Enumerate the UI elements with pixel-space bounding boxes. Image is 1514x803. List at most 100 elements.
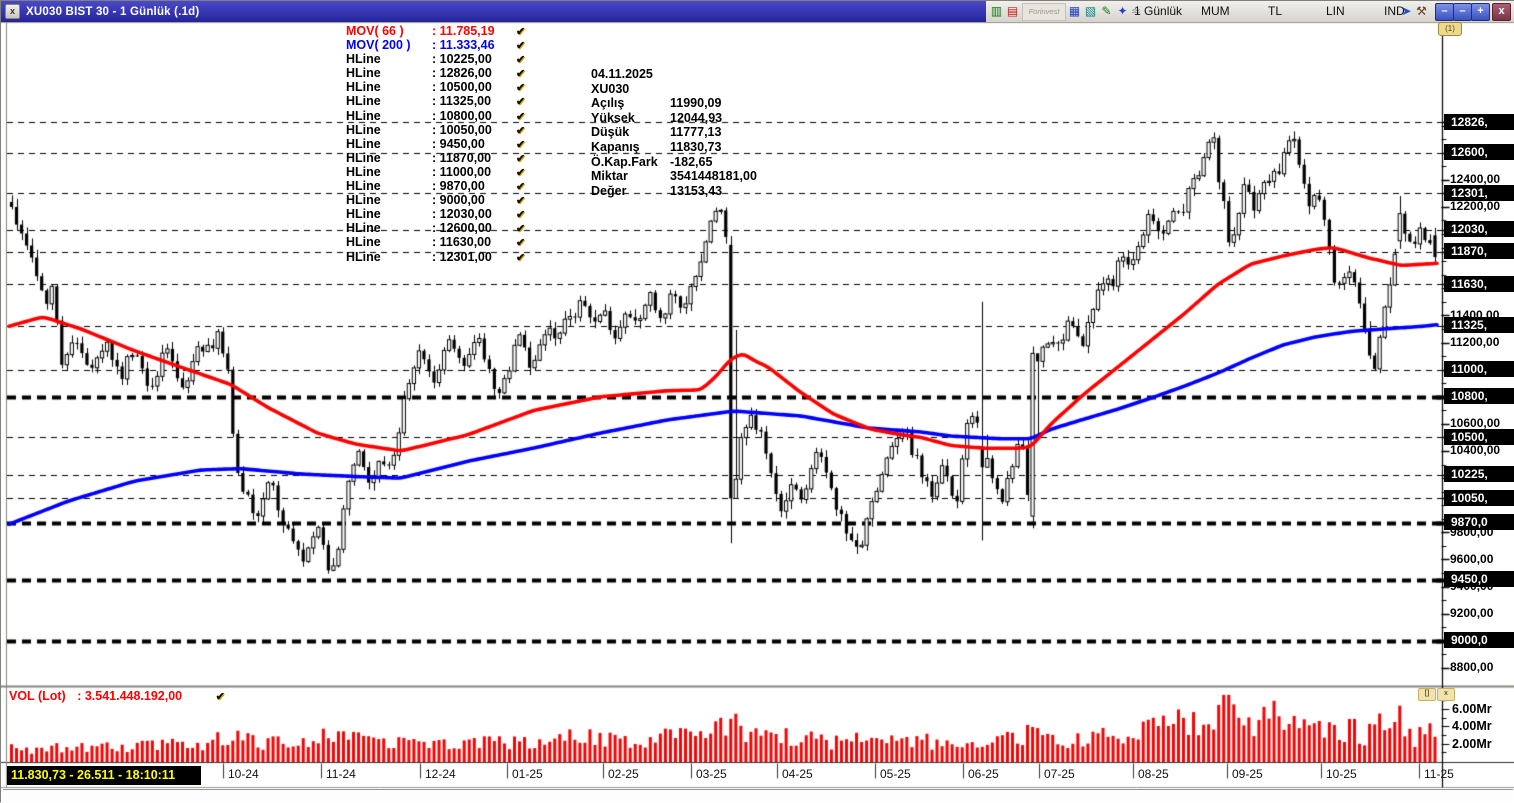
legend-label: MOV( 200 ): [346, 38, 411, 53]
legend-value: : 11870,00: [432, 150, 492, 165]
legend-label: HLine: [346, 193, 381, 208]
horizontal-scrollbar[interactable]: [3, 789, 1513, 802]
legend-row: HLine: 10800,00 ✔: [346, 109, 525, 123]
check-icon[interactable]: ✔: [516, 54, 526, 67]
legend-label: HLine: [346, 122, 381, 137]
quote-date: 04.11.2025: [591, 67, 653, 81]
check-icon[interactable]: ✔: [516, 181, 526, 194]
check-icon[interactable]: ✔: [516, 166, 526, 179]
hline-price-label: 12600,: [1444, 144, 1514, 161]
check-icon[interactable]: ✔: [516, 138, 526, 151]
quote-row: Kapanış 11830,73: [591, 140, 757, 155]
check-icon[interactable]: ✔: [516, 96, 526, 109]
date-axis-label: 10-25: [1326, 767, 1357, 781]
volume-legend: VOL (Lot) : 3.541.448.192,00 ✔: [9, 689, 225, 703]
legend-label: HLine: [346, 94, 381, 109]
legend-row: HLine: 12301,00 ✔: [346, 250, 525, 264]
forinvest-logo[interactable]: Forinvest: [1022, 3, 1066, 21]
hline-price-label: 11870,: [1444, 243, 1514, 260]
volume-value: : 3.541.448.192,00: [77, 689, 183, 703]
legend-value: : 9870,00: [432, 179, 485, 194]
quote-row-value: 11777,13: [670, 125, 722, 140]
legend-value: : 12826,00: [432, 66, 492, 81]
price-scale-label: 8800,00: [1450, 660, 1494, 675]
hline-price-label: 10500,: [1444, 428, 1514, 445]
quote-row-value: 12044,93: [670, 110, 723, 125]
check-icon[interactable]: ✔: [516, 237, 526, 250]
check-icon[interactable]: ✔: [516, 124, 526, 137]
check-icon[interactable]: ✔: [516, 195, 526, 208]
price-scale-label: 9200,00: [1450, 606, 1494, 621]
quote-row: Miktar 3541448181,00: [591, 169, 757, 184]
window-title: XU030 BIST 30 - 1 Günlük (.1d): [26, 5, 200, 18]
cursor-arrow-icon[interactable]: ➤: [1401, 4, 1412, 18]
legend-row: HLine: 10225,00 ✔: [346, 52, 525, 66]
toolbar-menu-mum[interactable]: MUM: [1201, 4, 1230, 18]
toolbar-menu-ind[interactable]: IND: [1384, 4, 1405, 18]
quote-row: Açılış 11990,09: [591, 96, 757, 111]
stock-chart-green-icon[interactable]: ▥: [990, 4, 1003, 18]
compass-icon[interactable]: ✦: [1117, 4, 1128, 18]
legend-label: HLine: [346, 136, 381, 151]
legend-row: HLine: 9450,00 ✔: [346, 137, 525, 151]
close-button[interactable]: x: [1492, 3, 1511, 21]
check-icon[interactable]: ✔: [215, 691, 225, 703]
grid-icon[interactable]: ▦: [1068, 4, 1081, 18]
tools-icon[interactable]: ⚒: [1416, 4, 1427, 18]
quote-row-label: Değer: [591, 183, 627, 198]
check-icon[interactable]: ✔: [516, 209, 526, 222]
legend-label: HLine: [346, 179, 381, 194]
check-icon[interactable]: ✔: [516, 40, 526, 53]
legend-row: HLine: 12826,00 ✔: [346, 66, 525, 80]
quote-row: Yüksek 12044,93: [591, 111, 757, 126]
legend-row: HLine: 11000,00 ✔: [346, 165, 525, 179]
legend-value: : 11325,00: [432, 94, 492, 109]
restore-button[interactable]: –: [1453, 3, 1472, 21]
toolbar: ▥ ▤ Forinvest ▦ ▧ ✎ ✦ ≈ ➤ ⚒ 1 Günlük MUM TL LIN IND – – +…: [986, 1, 1514, 23]
legend-label: HLine: [346, 150, 381, 165]
check-icon[interactable]: ✔: [516, 110, 526, 123]
wave-icon[interactable]: ≈: [1130, 4, 1142, 18]
legend-value: : 11.333,46: [432, 38, 495, 53]
stock-chart-red-icon[interactable]: ▤: [1006, 4, 1019, 18]
price-scale-label: 10400,00: [1450, 443, 1501, 458]
volume-close-button[interactable]: x: [1437, 688, 1455, 701]
legend-label: MOV( 66 ): [346, 24, 404, 38]
legend-label: HLine: [346, 207, 381, 222]
legend-row: HLine : 9000,00 ✔: [346, 193, 525, 207]
volume-scale-label: 6.00Mr: [1452, 701, 1492, 716]
toolbar-menu-lin[interactable]: LIN: [1326, 4, 1345, 18]
minimize-button[interactable]: –: [1435, 3, 1454, 21]
title-bar[interactable]: x XU030 BIST 30 - 1 Günlük (.1d): [1, 1, 986, 22]
date-axis-label: 08-25: [1138, 767, 1169, 781]
legend-value: : 9000,00: [432, 193, 485, 208]
legend-value: : 12600,00: [432, 221, 492, 236]
quote-row-label: Açılış: [591, 96, 625, 111]
pencil-icon[interactable]: ✎: [1101, 4, 1112, 18]
check-icon[interactable]: ✔: [516, 251, 526, 264]
hline-price-label: 12826,: [1444, 113, 1514, 130]
quote-row-value: 3541448181,00: [670, 169, 757, 184]
volume-scale-label: 2.00Mr: [1452, 736, 1492, 751]
toolbar-menu-1-günlük[interactable]: 1 Günlük: [1134, 4, 1183, 18]
check-icon[interactable]: ✔: [516, 82, 526, 95]
legend-value: : 11.785,19: [432, 24, 495, 38]
maximize-button[interactable]: +: [1471, 3, 1490, 21]
date-axis-label: 06-25: [968, 767, 999, 781]
check-icon[interactable]: ✔: [516, 68, 526, 81]
volume-label: VOL (Lot): [9, 689, 66, 703]
check-icon[interactable]: ✔: [516, 223, 526, 236]
chart-panel-icon[interactable]: ▧: [1084, 4, 1097, 18]
check-icon[interactable]: ✔: [516, 26, 526, 38]
hline-price-label: 11325,: [1444, 317, 1514, 334]
hline-price-label: 11630,: [1444, 275, 1514, 292]
toolbar-menu-tl[interactable]: TL: [1268, 4, 1283, 18]
volume-restore-button[interactable]: []: [1418, 688, 1436, 701]
page-indicator-badge: (1): [1438, 22, 1462, 36]
hline-price-label: 9000,0: [1444, 632, 1514, 649]
check-icon[interactable]: ✔: [516, 152, 526, 165]
pane-close-icon[interactable]: x: [5, 4, 20, 19]
hline-price-label: 9450,0: [1444, 571, 1514, 588]
legend-label: HLine: [346, 52, 381, 67]
